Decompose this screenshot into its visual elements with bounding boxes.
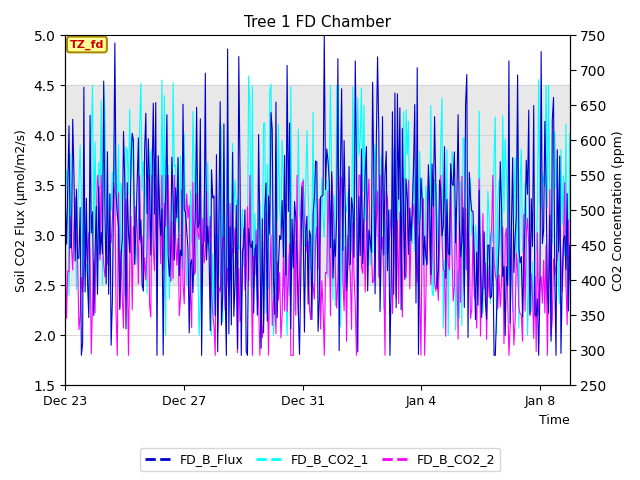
FD_B_CO2_2 (232, 276, 240, 281)
FD_B_Flux (419, 198, 426, 204)
FD_B_CO2_2 (344, 233, 351, 239)
FD_B_CO2_1 (231, 177, 239, 182)
Title: Tree 1 FD Chamber: Tree 1 FD Chamber (244, 15, 391, 30)
Line: FD_B_CO2_1: FD_B_CO2_1 (65, 76, 570, 336)
FD_B_Flux (77, 352, 85, 358)
FD_B_CO2_2 (93, 172, 101, 178)
X-axis label: Time: Time (539, 414, 570, 427)
FD_B_CO2_2 (61, 244, 69, 250)
FD_B_Flux (61, 198, 69, 204)
FD_B_CO2_1 (518, 147, 525, 153)
FD_B_Flux (566, 242, 573, 248)
Y-axis label: Soil CO2 Flux (μmol/m2/s): Soil CO2 Flux (μmol/m2/s) (15, 129, 28, 292)
FD_B_CO2_2 (433, 273, 441, 279)
Line: FD_B_Flux: FD_B_Flux (65, 36, 570, 355)
FD_B_CO2_2 (419, 218, 426, 224)
FD_B_CO2_1 (419, 176, 426, 181)
FD_B_Flux (214, 349, 221, 355)
Line: FD_B_CO2_2: FD_B_CO2_2 (65, 175, 570, 355)
FD_B_CO2_1 (162, 333, 170, 338)
FD_B_Flux (433, 286, 441, 291)
FD_B_CO2_1 (245, 73, 253, 79)
FD_B_CO2_1 (214, 232, 221, 238)
Text: TZ_fd: TZ_fd (70, 39, 104, 49)
FD_B_Flux (518, 253, 525, 259)
FD_B_CO2_2 (113, 352, 121, 358)
Bar (65, 85, 570, 285)
FD_B_CO2_1 (433, 211, 441, 217)
FD_B_CO2_2 (215, 285, 223, 290)
FD_B_Flux (344, 262, 351, 268)
FD_B_CO2_1 (61, 202, 69, 207)
FD_B_Flux (321, 33, 328, 38)
FD_B_CO2_2 (566, 277, 573, 283)
FD_B_CO2_2 (518, 312, 525, 318)
Legend: FD_B_Flux, FD_B_CO2_1, FD_B_CO2_2: FD_B_Flux, FD_B_CO2_1, FD_B_CO2_2 (140, 448, 500, 471)
FD_B_CO2_1 (344, 192, 351, 198)
FD_B_Flux (231, 282, 239, 288)
FD_B_CO2_1 (566, 131, 573, 137)
Y-axis label: CO2 Concentration (ppm): CO2 Concentration (ppm) (612, 130, 625, 291)
